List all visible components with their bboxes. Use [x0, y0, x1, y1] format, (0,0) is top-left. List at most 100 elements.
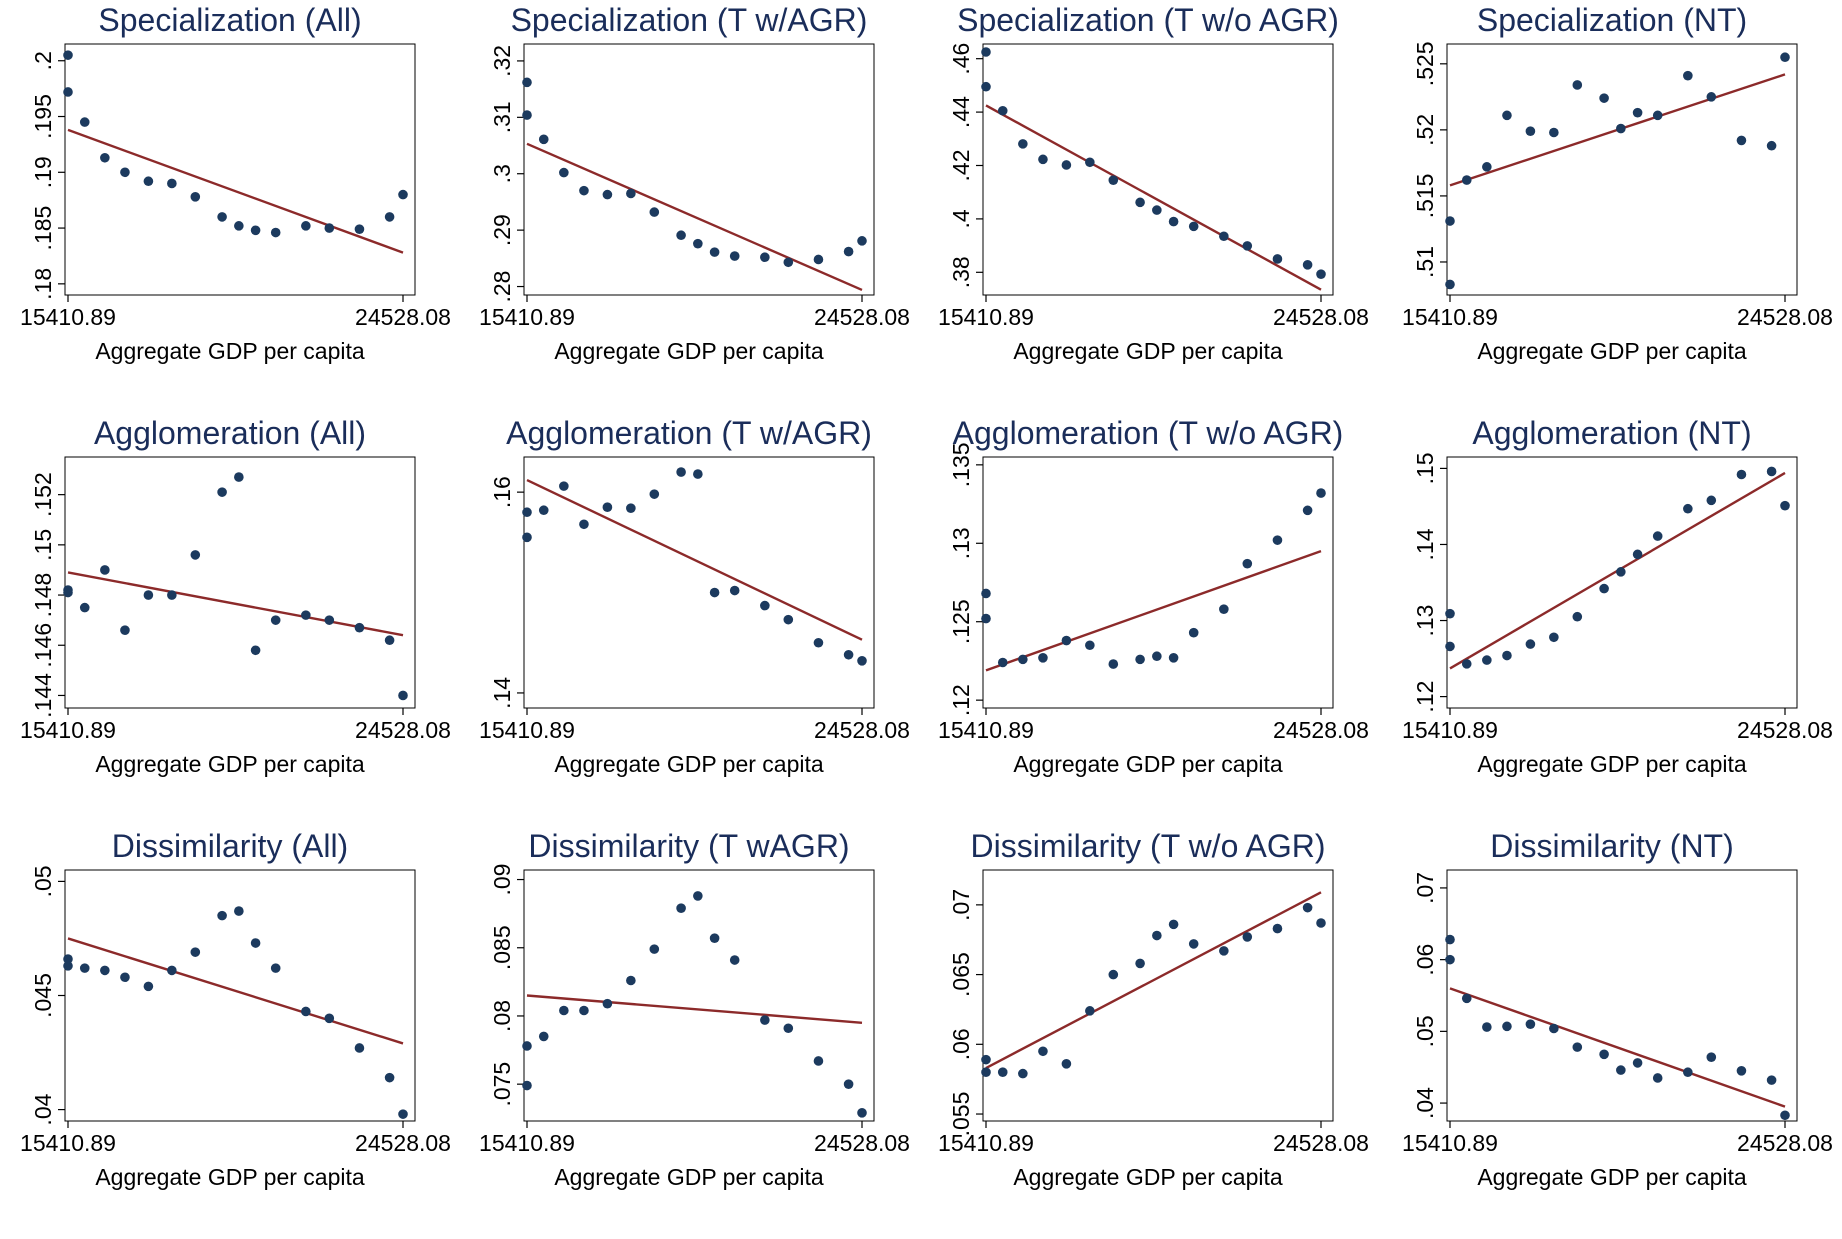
y-tick-label: .065	[948, 952, 974, 997]
x-axis-label: Aggregate GDP per capita	[1013, 338, 1283, 364]
data-point	[579, 185, 589, 196]
data-point	[649, 207, 660, 217]
data-point	[522, 110, 532, 120]
y-tick-label: .135	[948, 442, 974, 487]
x-axis-label: Aggregate GDP per capita	[95, 338, 365, 364]
y-tick-label: .085	[489, 925, 515, 970]
data-point	[1302, 902, 1313, 913]
data-point	[217, 910, 227, 921]
data-point	[522, 507, 532, 518]
x-tick-label: 15410.89	[938, 1130, 1034, 1156]
data-point	[167, 965, 177, 976]
x-tick-label: 15410.89	[1402, 304, 1498, 330]
data-point	[1188, 939, 1199, 949]
data-point	[398, 189, 408, 200]
y-tick-label: .07	[948, 889, 974, 921]
data-point	[63, 587, 73, 598]
data-point	[1616, 1065, 1626, 1075]
data-point	[190, 192, 201, 202]
chart-title: Agglomeration (NT)	[1472, 415, 1752, 451]
data-point	[1219, 231, 1229, 242]
data-point	[579, 519, 589, 530]
x-tick-label: 24528.08	[814, 717, 910, 743]
data-point	[217, 212, 227, 222]
data-point	[63, 954, 73, 964]
data-point	[538, 505, 549, 516]
data-point	[1108, 659, 1119, 669]
x-axis-label: Aggregate GDP per capita	[1013, 1164, 1283, 1190]
y-tick-label: .148	[30, 573, 56, 618]
data-point	[1316, 269, 1326, 279]
data-point	[602, 502, 613, 512]
plot-frame	[64, 43, 416, 296]
data-point	[579, 1005, 589, 1016]
chart-panel: Specialization (All) .18 .185 .19 .195 .2 1541…	[0, 0, 460, 413]
data-point	[997, 1067, 1008, 1077]
plot-frame	[64, 456, 416, 709]
data-point	[1736, 1066, 1747, 1076]
data-point	[1599, 1049, 1609, 1060]
data-point	[981, 81, 991, 92]
data-point	[1272, 535, 1283, 545]
data-point	[143, 590, 154, 600]
y-tick-label: .185	[30, 206, 56, 251]
fit-line	[67, 128, 404, 254]
data-point	[857, 656, 867, 666]
data-point	[676, 903, 686, 913]
data-point	[234, 906, 244, 916]
chart-plot: .28 .29 .3 .31 .32 15410.89 24528.08	[479, 43, 910, 330]
data-point	[1572, 611, 1583, 622]
y-tick-label: .515	[1412, 174, 1438, 219]
y-tick-label: .29	[489, 214, 515, 246]
chart-plot: .12 .125 .13 .135 15410.89 24528.08	[938, 442, 1369, 743]
data-point	[1038, 653, 1048, 663]
plot-frame	[523, 869, 875, 1122]
data-point	[1242, 558, 1253, 569]
fit-line	[67, 571, 404, 637]
data-point	[301, 221, 311, 231]
chart-plot: .075 .08 .085 .09 15410.89 24528.08	[479, 864, 910, 1156]
x-tick-label: 15410.89	[20, 304, 116, 330]
data-point	[190, 550, 201, 560]
data-point	[63, 87, 73, 97]
data-point	[857, 236, 867, 246]
data-point	[384, 1072, 395, 1083]
data-point	[1766, 1075, 1777, 1085]
data-point	[1168, 216, 1179, 227]
y-tick-label: .525	[1412, 41, 1438, 86]
data-point	[324, 223, 335, 233]
y-tick-label: .13	[948, 527, 974, 559]
data-point	[760, 252, 770, 263]
data-point	[143, 981, 154, 992]
data-point	[981, 1067, 991, 1077]
data-point	[1445, 279, 1455, 290]
x-tick-label: 24528.08	[355, 1130, 451, 1156]
data-point	[1018, 139, 1028, 149]
x-axis-label: Aggregate GDP per capita	[1013, 751, 1283, 777]
y-tick-label: .06	[1412, 944, 1438, 976]
data-point	[522, 532, 532, 543]
data-point	[1219, 946, 1229, 956]
x-tick-label: 24528.08	[1273, 304, 1369, 330]
y-tick-label: .28	[489, 271, 515, 303]
y-tick-label: .3	[489, 164, 515, 183]
chart-plot: .055 .06 .065 .07 15410.89 24528.08	[938, 869, 1369, 1156]
x-axis-label: Aggregate GDP per capita	[95, 1164, 365, 1190]
data-point	[384, 212, 395, 222]
fit-line	[1449, 987, 1786, 1108]
data-point	[1616, 123, 1626, 134]
data-point	[167, 178, 177, 189]
y-tick-label: .144	[30, 673, 56, 718]
x-axis-label: Aggregate GDP per capita	[1477, 1164, 1747, 1190]
y-tick-label: .08	[489, 1000, 515, 1032]
data-point	[1706, 1052, 1717, 1062]
y-tick-label: .04	[30, 1093, 56, 1125]
data-point	[783, 614, 794, 625]
data-point	[1135, 958, 1145, 969]
data-point	[1018, 654, 1028, 665]
data-point	[354, 1043, 365, 1053]
data-point	[1242, 241, 1253, 251]
data-point	[384, 635, 395, 646]
y-tick-label: .31	[489, 101, 515, 133]
data-point	[981, 47, 991, 57]
